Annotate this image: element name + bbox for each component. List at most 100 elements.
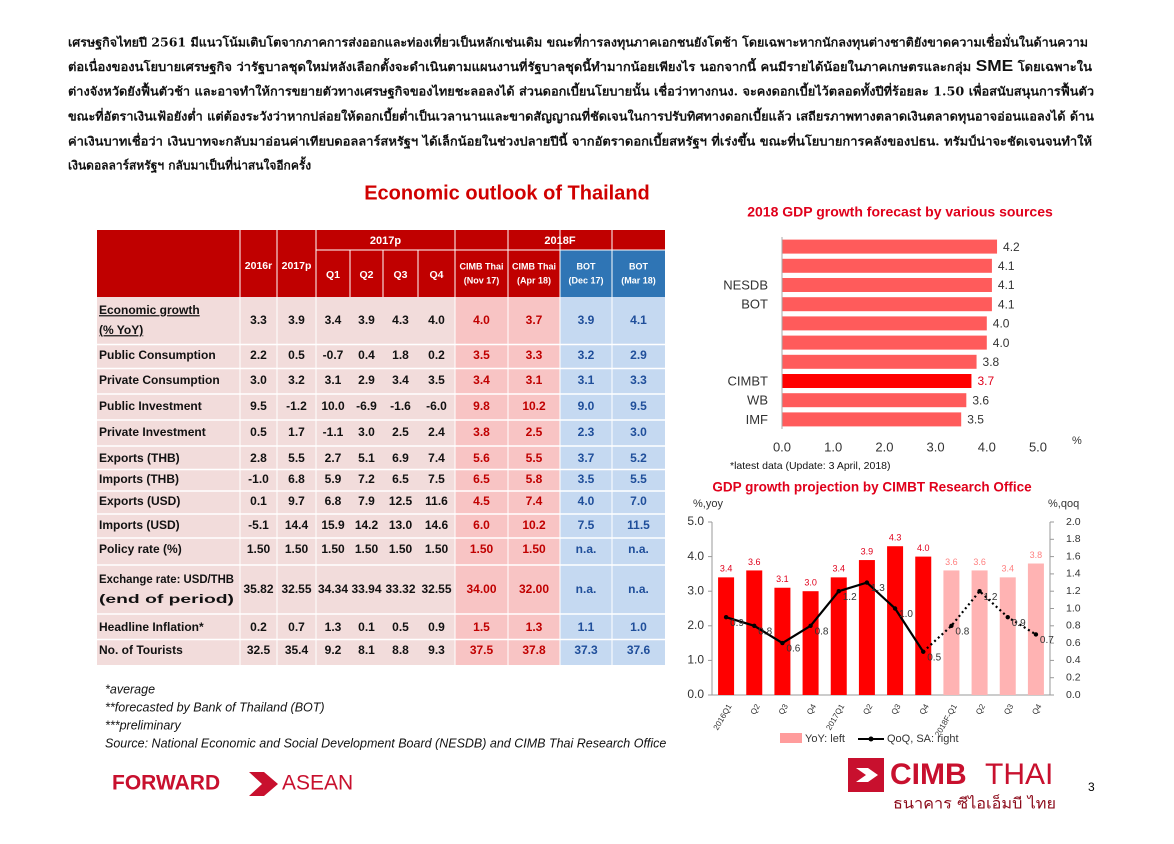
line-value-label: 1.2 (984, 592, 998, 603)
cell-value: 0.4 (358, 348, 375, 362)
cell-value: -6.9 (356, 399, 377, 413)
cell-value: 5.2 (630, 451, 647, 465)
cell-value: 8.1 (358, 643, 375, 657)
y2-tick-label: 0.2 (1066, 671, 1081, 683)
value-label: 4.0 (993, 336, 1010, 350)
column-header: 2017p (282, 260, 312, 272)
line (725, 581, 925, 653)
bar (782, 297, 992, 312)
cell-value: 3.4 (325, 313, 342, 327)
y2-tick-label: 2.0 (1066, 516, 1081, 528)
y-tick-label: 0.0 (687, 687, 704, 701)
line-value-label: 0.9 (1012, 618, 1026, 629)
cell-value: 1.8 (392, 348, 409, 362)
column-header: BOT (577, 261, 597, 271)
paragraph-line: เศรษฐกิจไทยปี 2561 มีแนวโน้มเติบโตจากภาค… (68, 34, 1088, 51)
row-label: (% YoY) (99, 323, 143, 337)
cell-value: 10.2 (522, 399, 546, 413)
cell-value: 5.5 (630, 472, 647, 486)
footer-logo-text: FORWARD (112, 772, 220, 795)
cell-value: 35.4 (285, 643, 309, 657)
y2-tick-label: 1.8 (1066, 533, 1081, 545)
paragraph-line: ค่าเงินบาทเชื่อว่า เงินบาทจะกลับมาอ่อนค่… (68, 132, 1092, 150)
line-marker (808, 623, 813, 628)
y-tick-label: 2.0 (687, 618, 704, 632)
bar-value-label: 3.1 (776, 574, 789, 584)
bar (887, 546, 904, 695)
x-tick-label: 2.0 (875, 439, 893, 454)
cell-value: 1.50 (389, 542, 413, 556)
y2-tick-label: 1.6 (1066, 550, 1081, 562)
y-axis-label: %,yoy (693, 498, 723, 510)
bar (782, 278, 992, 292)
cell-value: 0.9 (428, 620, 445, 634)
cell-value: 0.5 (392, 620, 409, 634)
cell-value: 6.0 (473, 518, 490, 532)
bar (999, 577, 1016, 695)
note: Source: National Economic and Social Dev… (105, 736, 666, 750)
column-header: (Dec 17) (568, 275, 603, 285)
cell-value: 33.32 (385, 582, 415, 596)
paragraph-text: ต่อเนื่องของนโยบายเศรษฐกิจ ว่ารัฐบาลชุดใ… (68, 57, 976, 75)
bar (782, 354, 977, 369)
axis-unit: % (1072, 435, 1082, 447)
cell-value: 3.5 (473, 348, 490, 362)
row-label: Policy rate (%) (99, 542, 182, 556)
cell-value: n.a. (576, 542, 597, 556)
cell-value: 34.34 (318, 582, 348, 596)
cell-value: 9.8 (473, 399, 490, 413)
cell-value: 7.9 (358, 494, 375, 508)
x-tick-label: Q3 (777, 702, 790, 716)
row-label: Public Investment (99, 399, 202, 413)
cell-value: 4.5 (473, 494, 490, 508)
paragraph-line: ต่างจังหวัดยังฟื้นตัวช้า และอาจทำให้การข… (68, 82, 1094, 100)
group-header: 2017p (370, 235, 401, 247)
category-label: WB (747, 393, 768, 408)
cell-value: 9.7 (288, 494, 305, 508)
cell-value: 0.1 (358, 620, 375, 634)
x-tick-label: 2016Q1 (712, 702, 734, 732)
line-value-label: 0.6 (786, 644, 800, 655)
footer-logo-thai: ธนาคาร ซีไอเอ็มบี ไทย (893, 794, 1056, 813)
column-header: CIMB Thai (512, 261, 556, 271)
cell-value: 5.5 (526, 451, 543, 465)
bar-value-label: 3.6 (748, 557, 761, 567)
value-label: 4.1 (998, 259, 1015, 273)
value-label-box (993, 297, 1022, 312)
line-value-label: 1.0 (899, 609, 913, 620)
group-header: 2018F (544, 235, 575, 247)
page-number: 3 (1088, 780, 1095, 794)
paragraph-line: ขณะที่อัตราเงินเฟ้อยังต่ำ แต่ต้องระวังว่… (68, 107, 1095, 125)
x-tick-label: 2017Q1 (824, 702, 846, 732)
cell-value: 9.3 (428, 643, 445, 657)
value-label-box (968, 393, 997, 408)
legend-label: QoQ, SA: right (887, 733, 959, 745)
row-label: Imports (THB) (99, 472, 179, 486)
line-value-label: 0.8 (815, 626, 829, 637)
cell-value: 7.2 (358, 472, 375, 486)
cell-value: 6.8 (325, 494, 342, 508)
line-marker (977, 589, 982, 594)
column-header: (Apr 18) (517, 275, 551, 285)
x-tick-label: Q4 (805, 702, 818, 716)
chart-title: GDP growth projection by CIMBT Research … (712, 480, 1032, 495)
cell-value: 3.1 (325, 373, 342, 387)
value-label: 3.8 (983, 355, 1000, 369)
value-label-box (973, 374, 1002, 388)
cell-value: 37.3 (574, 643, 598, 657)
y2-tick-label: 0.4 (1066, 654, 1081, 666)
column-header: (Mar 18) (621, 275, 656, 285)
bar (718, 577, 735, 695)
row-label: Exports (THB) (99, 451, 180, 465)
bar-value-label: 3.0 (804, 578, 817, 588)
x-tick-label: 5.0 (1029, 439, 1047, 454)
bar (943, 570, 960, 695)
row-label: Exports (USD) (99, 494, 180, 508)
cell-value: 1.50 (355, 542, 379, 556)
row-label: Imports (USD) (99, 518, 180, 532)
cell-value: 6.9 (392, 451, 409, 465)
x-tick-label: Q2 (974, 702, 987, 716)
bar-value-label: 3.8 (1030, 550, 1043, 560)
cell-value: 9.5 (250, 399, 267, 413)
row-label: Economic growth (99, 303, 200, 317)
